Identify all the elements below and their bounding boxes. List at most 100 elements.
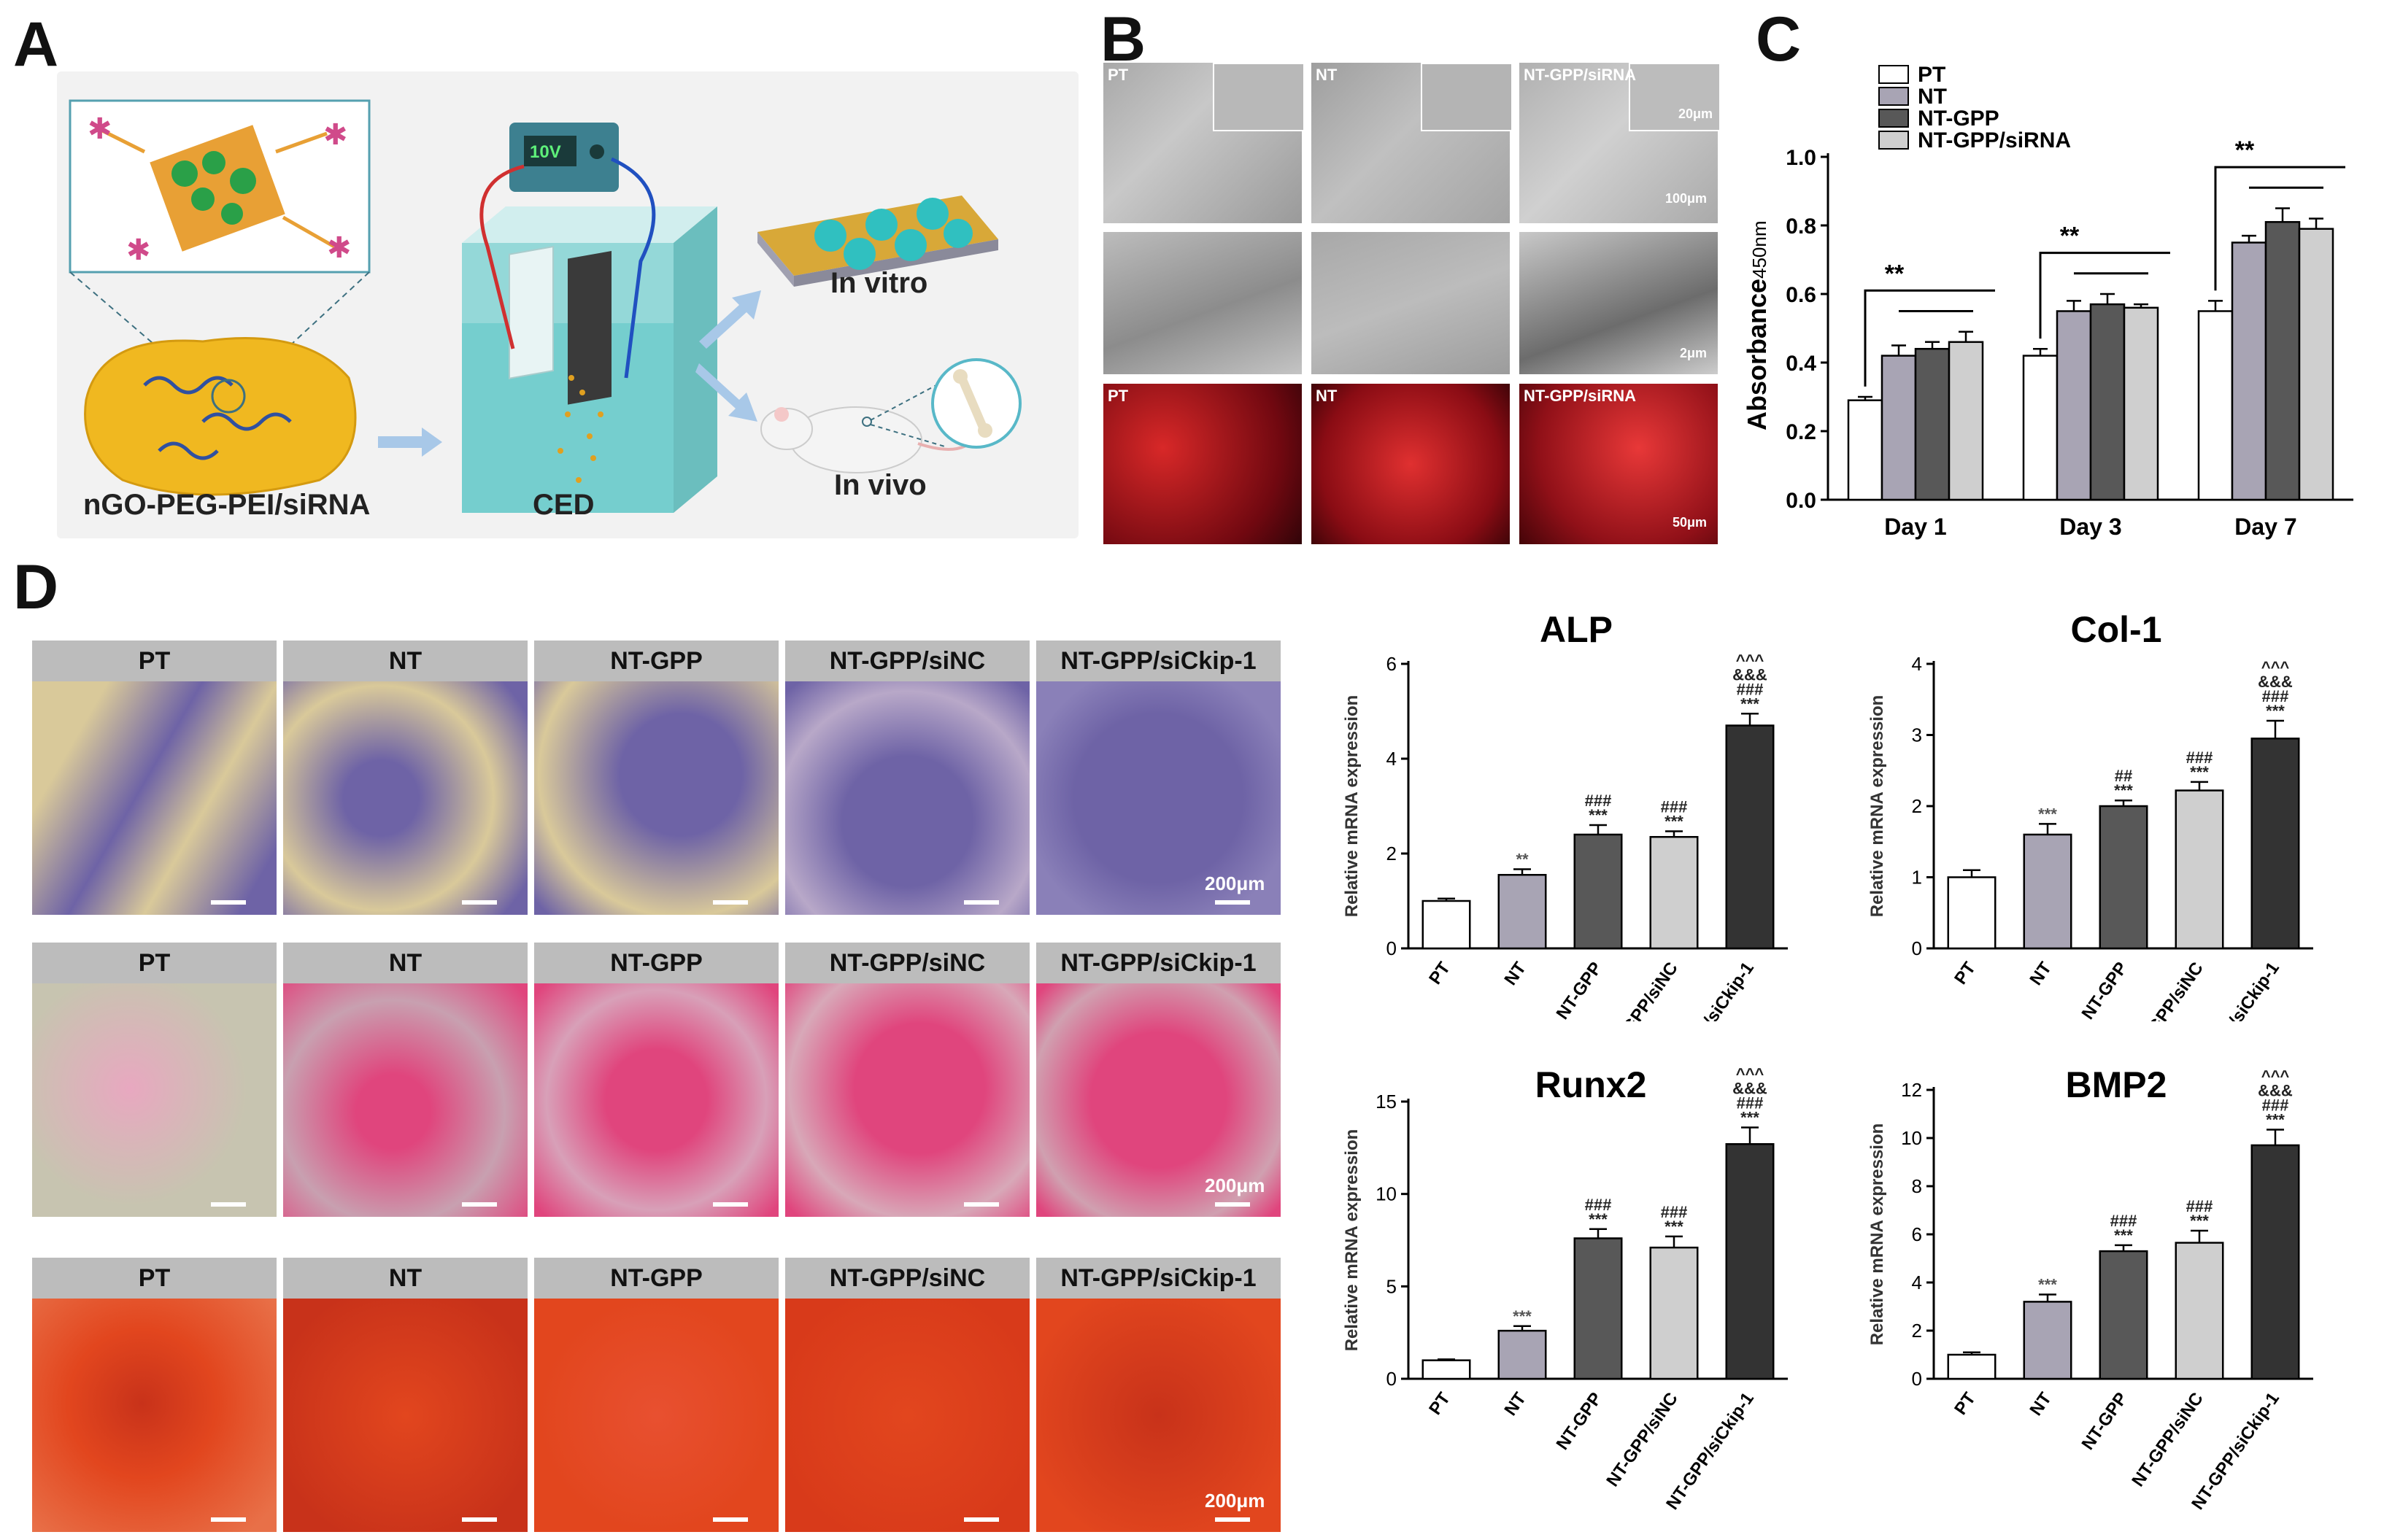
c-bar [2056,310,2092,501]
stain-header-1-0: PT [32,943,277,983]
gene-ytick-label: 0 [1912,937,1922,959]
c-sig-label: ** [1885,260,1905,287]
sem-pt [1103,63,1305,223]
svg-text:✱: ✱ [126,234,151,266]
gene-chart-title: ALP [1540,613,1613,650]
c-sig-bracket [1864,289,1995,387]
runx2-chart: Runx2 0 5 10 15 Relative mRNA expression PT ***… [1342,1064,1788,1514]
svg-text:✱: ✱ [323,119,348,151]
gene-annotation: *** [1513,1307,1532,1326]
gene-annotation: *** [1740,694,1759,713]
gene-annotation: *** [2190,763,2209,781]
gene-annotation: ### [2262,687,2289,705]
scale-label: 200μm [1205,1175,1265,1196]
stain-image-0-4 [1036,681,1281,915]
stain-image-0-0 [32,681,277,915]
panel-letter-a: A [13,9,59,80]
gene-annotation: *** [2114,1226,2133,1245]
c-legend-swatch [1878,87,1909,106]
stain-header-1-4: NT-GPP/siCkip-1 [1036,943,1281,983]
gene-annotation: ### [2110,1212,2137,1230]
stain-image-1-2 [534,983,779,1217]
stain-image-0-3 [785,681,1030,915]
gene-annotation: *** [1589,806,1608,824]
gene-ylabel: Relative mRNA expression [1342,1129,1362,1352]
c-bar [2022,355,2059,501]
c-legend-label: NT-GPP [1918,107,1999,131]
stain-header-1-1: NT [283,943,528,983]
panel-letter-d: D [13,552,59,622]
stain-header-0-4: NT-GPP/siCkip-1 [1036,641,1281,681]
gene-bar [2250,1144,2300,1380]
gene-category-label: PT [1425,1389,1454,1419]
sem-zoom-siRNA [1519,232,1718,374]
gene-ytick-label: 6 [1912,1223,1922,1245]
c-legend-swatch [1878,131,1909,150]
gene-category-label: NT-GPP [2078,959,2132,1021]
stain-image-2-2 [534,1299,779,1532]
stain-image-1-3 [785,983,1030,1217]
c-bar [2089,303,2126,501]
b-label-siRNA: NT-GPP/siRNA [1524,66,1637,84]
gene-category-label: NT-GPP [2078,1389,2132,1454]
gene-annotation: *** [1740,1108,1759,1126]
gene-ytick-label: 8 [1912,1175,1922,1197]
stain-image-1-4 [1036,983,1281,1217]
stain-grid: PT NT NT-GPP NT-GPP/siNC NT-GPP/siCkip-1 200μ… [32,641,1296,1532]
gene-ytick-label: 3 [1912,724,1922,746]
gene-annotation: ### [1737,680,1764,698]
gene-chart-title: Runx2 [1535,1064,1647,1105]
gene-annotation: ^^^ [1736,651,1764,669]
stain-header-1-2: NT-GPP [534,943,779,983]
gene-ytick-label: 0 [1386,1368,1397,1390]
gene-annotation: *** [2114,781,2133,800]
stain-image-0-1 [283,681,528,915]
stain-image-0-2 [534,681,779,915]
svg-text:✱: ✱ [327,232,352,264]
gene-annotation: &&& [2258,1081,2293,1099]
gene-annotation: ### [1737,1094,1764,1112]
stain-header-2-0: PT [32,1258,277,1299]
stain-image-2-1 [283,1299,528,1532]
gene-bar [1947,1353,1997,1380]
scale-bar [211,1517,246,1522]
gene-annotation: &&& [2258,673,2293,691]
gene-ytick-label: 5 [1386,1275,1397,1297]
c-legend-label: NT [1918,85,1947,109]
gene-bar [1649,1246,1699,1380]
gene-bar [2175,1242,2224,1380]
inset-siRNA [1629,63,1721,131]
scale-bar [713,900,748,905]
gene-annotation: ## [2115,767,2132,785]
gene-annotation: ### [1585,792,1612,810]
b-row2-scale: 2μm [1680,346,1708,360]
c-sig-label: ** [2060,223,2080,250]
label-material: nGO-PEG-PEI/siRNA [83,489,371,521]
gene-annotation: ^^^ [2261,658,2290,676]
c-legend-label: NT-GPP/siRNA [1918,128,2071,152]
gene-annotation: ** [1516,850,1529,868]
c-category-label: Day 1 [1884,514,1946,540]
c-bar [2298,228,2334,501]
inset-pt [1213,63,1305,131]
gene-category-label: NT-GPP [1553,1389,1606,1454]
red-wire [479,164,525,349]
c-sig-label: ** [2235,136,2255,164]
gene-ytick-label: 10 [1376,1183,1397,1205]
c-bar [1914,347,1951,501]
gene-ytick-label: 4 [1912,653,1922,675]
c-ylabel: Absorbance [1742,279,1772,430]
stain-image-2-3 [785,1299,1030,1532]
gene-chart-title: Col-1 [2071,613,2162,650]
gene-annotation: ### [2186,748,2213,767]
gene-ytick-label: 2 [1912,795,1922,817]
gene-ylabel: Relative mRNA expression [1868,1123,1887,1346]
gene-bar [1421,899,1471,950]
fluor-nt [1311,384,1510,544]
c-ytick-label: 0.0 [1786,489,1816,513]
c-bar [2264,221,2301,501]
molecule-icon: ✱ ✱ ✱ ✱ [88,113,352,266]
scale-label: 200μm [1205,872,1265,894]
gene-bar [1725,724,1775,950]
c-legend-swatch [1878,109,1909,128]
